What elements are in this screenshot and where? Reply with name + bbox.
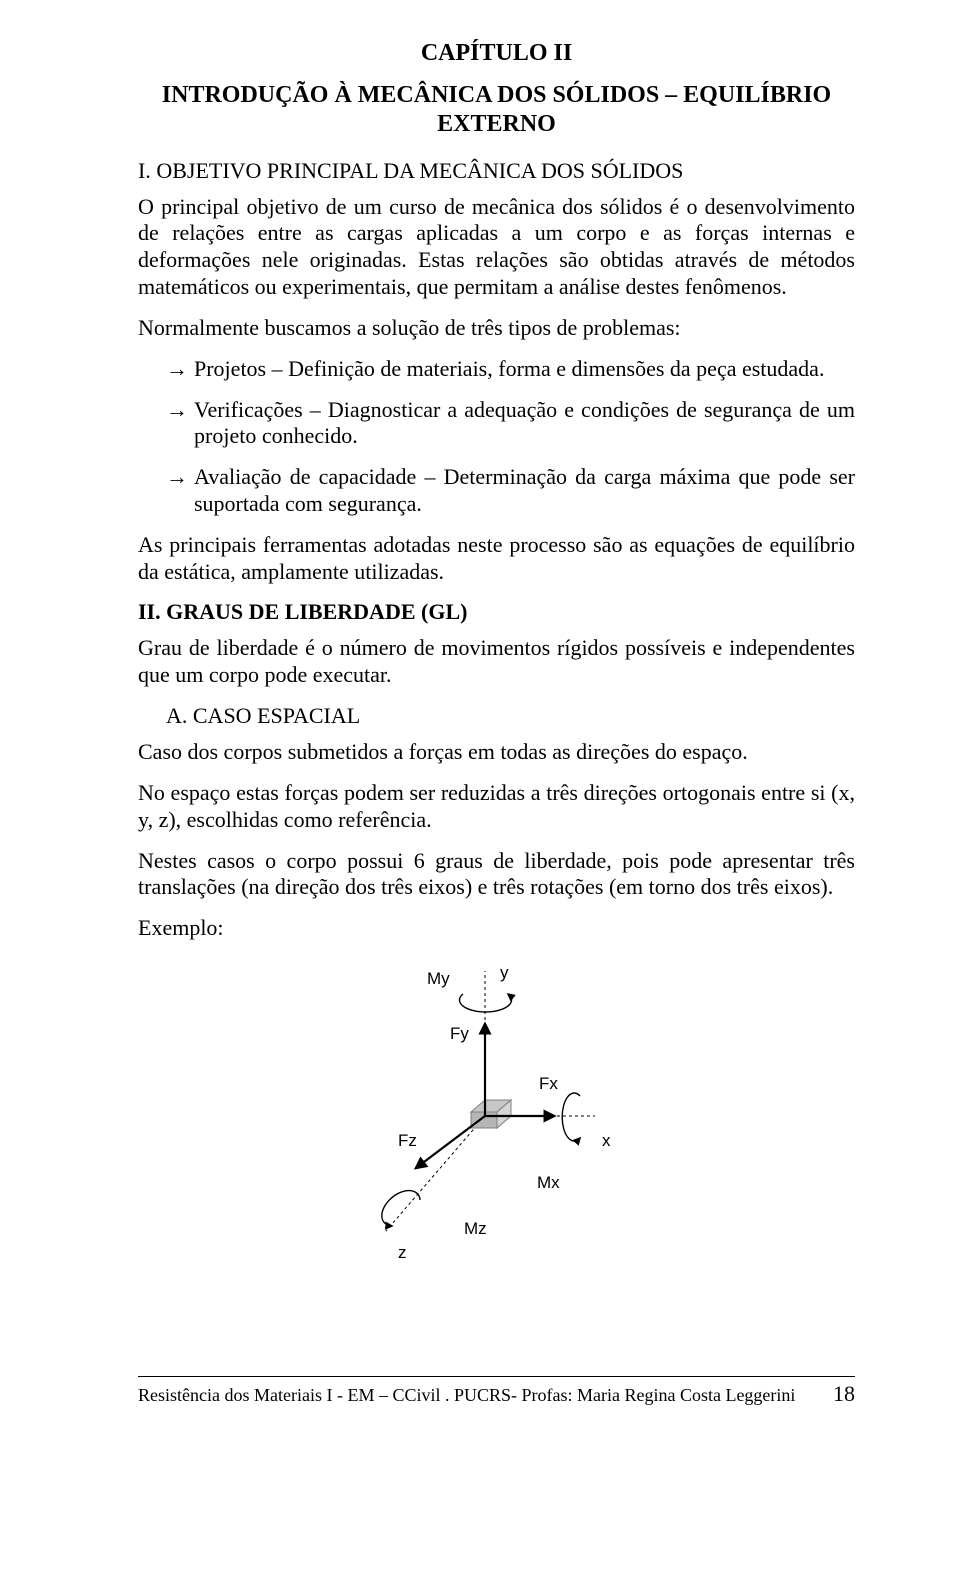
list-item: → Verificações – Diagnosticar a adequaçã… [166,397,855,451]
svg-text:z: z [398,1243,407,1262]
section-1-paragraph-2: Normalmente buscamos a solução de três t… [138,315,855,342]
footer-page-number: 18 [833,1381,855,1407]
section-1-paragraph-3: As principais ferramentas adotadas neste… [138,532,855,586]
arrow-icon: → [166,397,194,424]
arrow-icon: → [166,464,194,491]
page: CAPÍTULO II INTRODUÇÃO À MECÂNICA DOS SÓ… [0,0,960,1447]
section-2-paragraph-3: No espaço estas forças podem ser reduzid… [138,780,855,834]
svg-text:Mx: Mx [537,1173,560,1192]
example-label: Exemplo: [138,915,855,942]
svg-text:Fy: Fy [450,1024,469,1043]
list-item-text: Projetos – Definição de materiais, forma… [194,356,855,383]
title-line-1: INTRODUÇÃO À MECÂNICA DOS SÓLIDOS – EQUI… [162,82,831,108]
section-2-paragraph-1: Grau de liberdade é o número de moviment… [138,635,855,689]
subsection-heading: A. CASO ESPACIAL [166,703,855,729]
section-1-heading: I. OBJETIVO PRINCIPAL DA MECÂNICA DOS SÓ… [138,158,855,184]
section-2-paragraph-4: Nestes casos o corpo possui 6 graus de l… [138,848,855,902]
svg-text:y: y [500,963,509,982]
arrow-icon: → [166,356,194,383]
section-2-heading: II. GRAUS DE LIBERDADE (GL) [138,599,855,625]
list-item-text: Avaliação de capacidade – Determinação d… [194,464,855,518]
list-item: → Projetos – Definição de materiais, for… [166,356,855,383]
main-title: INTRODUÇÃO À MECÂNICA DOS SÓLIDOS – EQUI… [138,81,855,140]
svg-text:x: x [602,1131,611,1150]
list-item: → Avaliação de capacidade – Determinação… [166,464,855,518]
svg-text:My: My [427,969,450,988]
svg-text:Fx: Fx [539,1074,558,1093]
title-line-2: EXTERNO [437,111,556,137]
section-2-paragraph-2: Caso dos corpos submetidos a forças em t… [138,739,855,766]
section-1-paragraph-1: O principal objetivo de um curso de mecâ… [138,194,855,301]
axes-diagram-svg: y My Fy Fx x Mx Fz Mz z [342,956,652,1266]
list-item-text: Verificações – Diagnosticar a adequação … [194,397,855,451]
svg-text:Mz: Mz [464,1219,487,1238]
page-footer: Resistência dos Materiais I - EM – CCivi… [138,1376,855,1407]
footer-text: Resistência dos Materiais I - EM – CCivi… [138,1385,795,1406]
bullet-list: → Projetos – Definição de materiais, for… [138,356,855,518]
diagram-3d-axes: y My Fy Fx x Mx Fz Mz z [138,956,855,1266]
svg-text:Fz: Fz [398,1131,417,1150]
chapter-label: CAPÍTULO II [138,40,855,67]
